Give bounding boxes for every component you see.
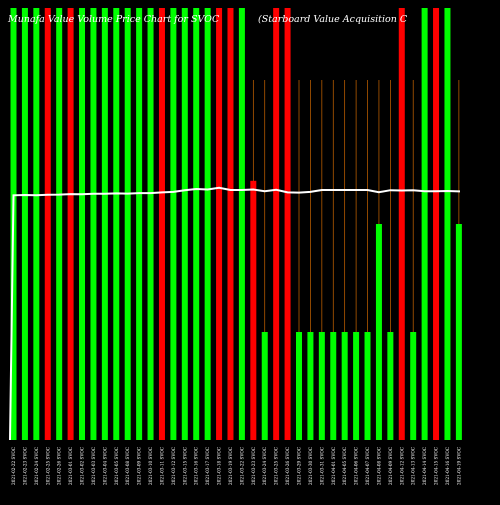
volume-bar xyxy=(296,332,302,440)
x-tick-label: 2021-02-23 SVOC xyxy=(22,447,27,485)
x-tick-label: 2021-04-15 SVOC xyxy=(434,447,439,485)
x-tick-label: 2021-04-07 SVOC xyxy=(365,447,370,485)
x-tick-label: 2021-03-10 SVOC xyxy=(148,447,153,485)
volume-bar xyxy=(398,8,405,440)
x-tick-label: 2021-03-12 SVOC xyxy=(171,447,176,485)
volume-bar xyxy=(318,332,325,440)
x-tick-label: 2021-04-12 SVOC xyxy=(399,447,404,485)
x-tick-label: 2021-02-24 SVOC xyxy=(34,447,39,485)
volume-bar xyxy=(227,8,234,440)
volume-bar xyxy=(136,8,143,440)
x-tick-label: 2021-03-16 SVOC xyxy=(194,447,199,485)
volume-bar xyxy=(56,8,63,440)
volume-bar xyxy=(90,8,97,440)
volume-bar xyxy=(21,8,28,440)
x-tick-label: 2021-03-30 SVOC xyxy=(308,447,313,485)
volume-bar xyxy=(44,8,51,440)
volume-bar xyxy=(284,8,291,440)
volume-bar xyxy=(181,8,188,440)
x-tick-label: 2021-03-26 SVOC xyxy=(285,447,290,485)
volume-bar xyxy=(124,8,131,440)
volume-bar xyxy=(33,8,40,440)
price-line xyxy=(9,186,460,441)
x-tick-label: 2021-03-18 SVOC xyxy=(217,447,222,485)
volume-bar xyxy=(158,8,165,440)
x-tick-label: 2021-04-05 SVOC xyxy=(342,447,347,485)
x-tick-label: 2021-04-06 SVOC xyxy=(354,447,359,485)
x-tick-label: 2021-04-09 SVOC xyxy=(388,447,393,485)
x-tick-label: 2021-03-15 SVOC xyxy=(182,447,187,485)
x-tick-label: 2021-03-02 SVOC xyxy=(80,447,85,485)
x-tick-label: 2021-03-29 SVOC xyxy=(297,447,302,485)
volume-bar xyxy=(113,8,120,440)
volume-bar xyxy=(204,8,211,440)
x-tick-label: 2021-03-31 SVOC xyxy=(319,447,324,485)
volume-bar xyxy=(79,8,86,440)
volume-bar xyxy=(364,332,371,440)
volume-bar xyxy=(444,8,451,440)
volume-bar xyxy=(455,224,462,440)
volume-bar xyxy=(410,332,417,440)
chart-title: Munafa Value Volume Price Chart for SVOC xyxy=(7,14,220,25)
volume-bar xyxy=(307,332,314,440)
volume-bar xyxy=(433,8,440,440)
x-tick-label: 2021-03-17 SVOC xyxy=(205,447,210,485)
x-tick-label: 2021-04-14 SVOC xyxy=(422,447,427,485)
x-tick-label: 2021-04-19 SVOC xyxy=(456,447,461,485)
volume-bar xyxy=(353,332,360,440)
x-tick-label: 2021-03-19 SVOC xyxy=(228,447,233,485)
volume-bar xyxy=(330,332,337,440)
volume-bar xyxy=(170,8,177,440)
volume-bar xyxy=(273,8,280,440)
x-tick-label: 2021-03-09 SVOC xyxy=(137,447,142,485)
x-tick-label: 2021-04-01 SVOC xyxy=(331,447,336,485)
volume-bar xyxy=(375,224,382,440)
x-tick-label: 2021-02-26 SVOC xyxy=(57,447,62,485)
volume-bar xyxy=(101,8,108,440)
x-tick-label: 2021-03-23 SVOC xyxy=(251,447,256,485)
x-tick-label: 2021-03-05 SVOC xyxy=(114,447,119,485)
volume-bar xyxy=(261,332,268,440)
x-tick-label: 2021-02-25 SVOC xyxy=(45,447,50,485)
volume-bar xyxy=(387,332,394,440)
x-tick-label: 2021-04-16 SVOC xyxy=(445,447,450,485)
volume-bar xyxy=(250,180,257,441)
volume-bar xyxy=(193,8,200,440)
x-tick-label: 2021-03-25 SVOC xyxy=(274,447,279,485)
x-tick-label: 2021-03-01 SVOC xyxy=(68,447,73,485)
volume-bar xyxy=(67,8,74,440)
x-tick-label: 2021-02-22 SVOC xyxy=(11,447,16,485)
volume-bar xyxy=(421,8,428,440)
x-axis-labels: 2021-02-22 SVOC 2021-02-23 SVOC 2021-02-24… xyxy=(11,447,461,485)
x-tick-label: 2021-03-11 SVOC xyxy=(159,447,164,485)
x-tick-label: 2021-03-22 SVOC xyxy=(239,447,244,485)
volume-bar xyxy=(238,8,245,440)
chart-subtitle: (Starboard Value Acquisition C xyxy=(258,14,408,25)
x-tick-label: 2021-03-24 SVOC xyxy=(262,447,267,485)
x-tick-label: 2021-03-04 SVOC xyxy=(102,447,107,485)
x-tick-label: 2021-03-03 SVOC xyxy=(91,447,96,485)
volume-bar xyxy=(216,8,223,440)
volume-bars xyxy=(10,8,462,441)
x-tick-label: 2021-03-08 SVOC xyxy=(125,447,130,485)
x-tick-label: 2021-04-13 SVOC xyxy=(411,447,416,485)
volume-bar xyxy=(147,8,154,440)
x-tick-label: 2021-04-08 SVOC xyxy=(376,447,381,485)
volume-bar xyxy=(341,332,348,440)
